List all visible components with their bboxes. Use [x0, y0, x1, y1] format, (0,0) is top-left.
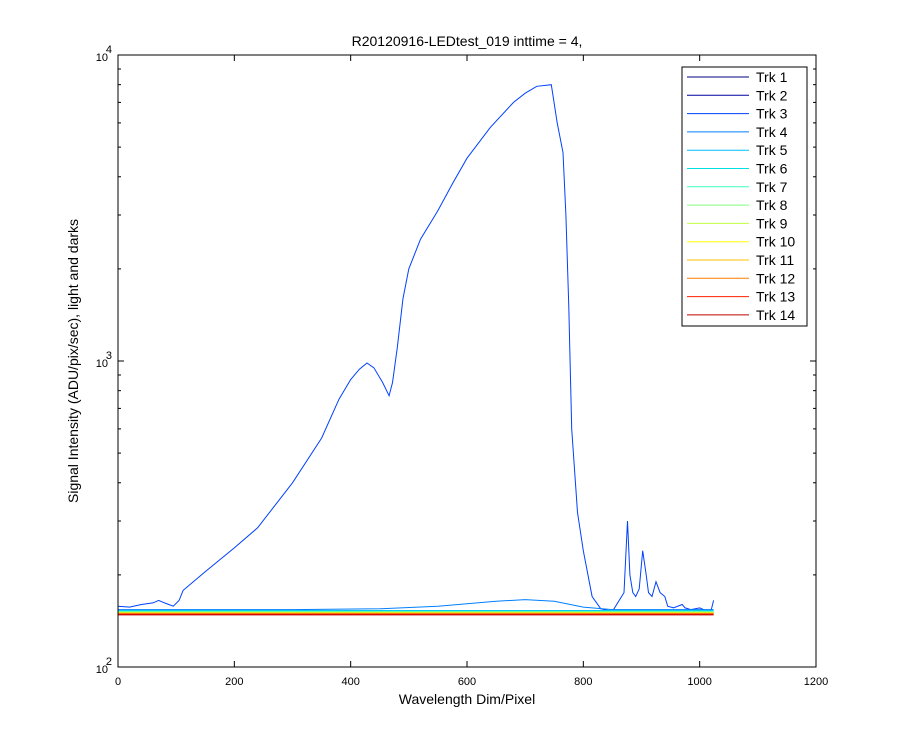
- legend-label-trk-2: Trk 2: [756, 87, 788, 103]
- x-tick-label: 1200: [804, 676, 828, 688]
- legend-label-trk-5: Trk 5: [756, 142, 788, 158]
- legend-label-trk-7: Trk 7: [756, 179, 788, 195]
- legend-label-trk-13: Trk 13: [756, 289, 795, 305]
- legend-label-trk-1: Trk 1: [756, 69, 788, 85]
- legend-label-trk-3: Trk 3: [756, 106, 788, 122]
- x-tick-label: 400: [341, 676, 359, 688]
- legend-label-trk-9: Trk 9: [756, 215, 788, 231]
- x-ticks: 0 200 400 600 800 1000 1200: [115, 55, 828, 688]
- y-tick-label: 10: [96, 52, 108, 64]
- y-tick-exponent: 4: [106, 44, 112, 56]
- legend-label-trk-14: Trk 14: [756, 307, 795, 323]
- legend-label-trk-11: Trk 11: [756, 252, 794, 268]
- series-layer: [117, 84, 715, 616]
- legend-box: [681, 66, 808, 327]
- series-line-trk-3: [117, 84, 715, 612]
- legend: Trk 1 Trk 2 Trk 3 Trk 4 Trk 5 Trk 6 Trk 7 Trk 8…: [681, 66, 808, 327]
- chart-title: R20120916-LEDtest_019 inttime = 4,: [352, 33, 583, 49]
- legend-label-trk-10: Trk 10: [756, 234, 795, 250]
- x-tick-label: 600: [458, 676, 476, 688]
- legend-items: Trk 1 Trk 2 Trk 3 Trk 4 Trk 5 Trk 6 Trk 7 Trk 8…: [687, 69, 795, 323]
- legend-label-trk-6: Trk 6: [756, 161, 788, 177]
- x-tick-label: 1000: [687, 676, 711, 688]
- y-tick-label: 10: [96, 664, 108, 676]
- legend-label-trk-4: Trk 4: [756, 124, 788, 140]
- x-tick-label: 800: [574, 676, 592, 688]
- x-tick-label: 200: [225, 676, 243, 688]
- x-axis-title: Wavelength Dim/Pixel: [399, 691, 535, 707]
- legend-label-trk-8: Trk 8: [756, 197, 788, 213]
- x-tick-label: 0: [115, 676, 121, 688]
- y-axis-title: Signal Intensity (ADU/pix/sec), light an…: [65, 219, 81, 503]
- y-tick-exponent: 2: [106, 656, 112, 668]
- legend-label-trk-12: Trk 12: [756, 270, 795, 286]
- y-tick-exponent: 3: [106, 350, 112, 362]
- series-line-trk-4: [118, 599, 714, 611]
- y-tick-label: 10: [96, 358, 108, 370]
